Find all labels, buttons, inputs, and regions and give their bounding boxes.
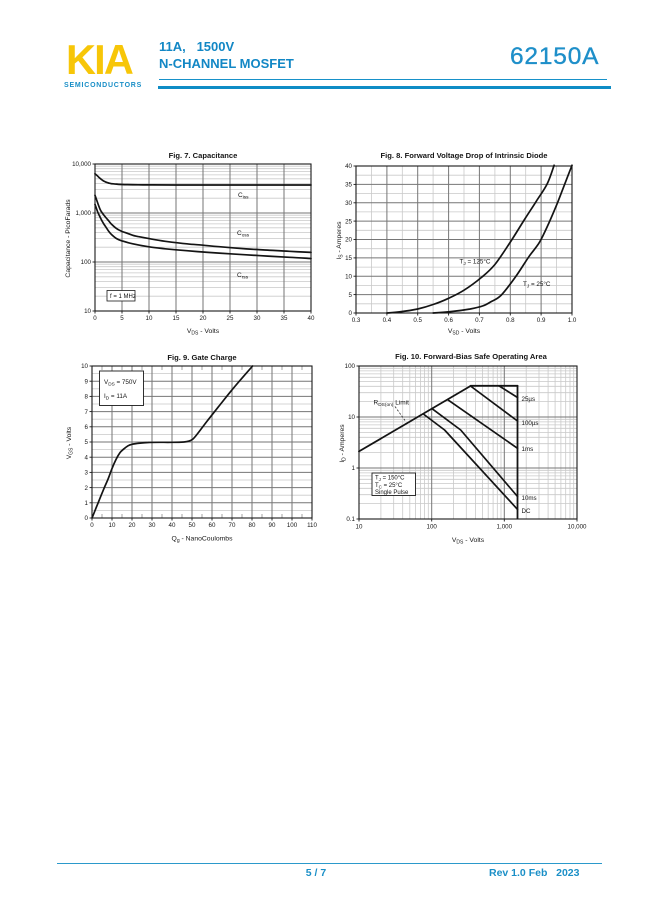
svg-text:Crss: Crss: [237, 272, 249, 280]
svg-text:f = 1 MHz: f = 1 MHz: [110, 294, 136, 300]
svg-text:10,000: 10,000: [568, 524, 587, 531]
svg-text:100µs: 100µs: [522, 420, 539, 427]
svg-text:Fig. 10. Forward-Bias Safe Ope: Fig. 10. Forward-Bias Safe Operating Are…: [395, 352, 547, 361]
svg-text:10: 10: [146, 315, 153, 322]
svg-text:15: 15: [345, 255, 352, 262]
svg-text:100: 100: [81, 259, 92, 266]
svg-text:60: 60: [209, 522, 216, 529]
svg-text:25: 25: [345, 218, 352, 225]
svg-text:6: 6: [85, 424, 89, 431]
svg-text:0: 0: [85, 515, 89, 522]
svg-text:80: 80: [249, 522, 256, 529]
svg-text:IS - Amperes: IS - Amperes: [336, 221, 344, 260]
svg-text:40: 40: [308, 315, 315, 322]
svg-text:10: 10: [345, 273, 352, 280]
svg-text:15: 15: [173, 315, 180, 322]
svg-text:VSD - Volts: VSD - Volts: [448, 328, 481, 336]
svg-text:35: 35: [281, 315, 288, 322]
svg-text:1,000: 1,000: [497, 524, 513, 531]
svg-text:3: 3: [85, 470, 89, 477]
svg-text:TJ = 150°C: TJ = 150°C: [375, 476, 405, 482]
svg-text:Qg - NanoCoulombs: Qg - NanoCoulombs: [172, 536, 234, 544]
svg-text:0.8: 0.8: [506, 317, 515, 324]
svg-text:100: 100: [287, 522, 298, 529]
svg-text:0.3: 0.3: [352, 317, 361, 324]
svg-text:VDS - Volts: VDS - Volts: [187, 328, 220, 336]
svg-text:25µs: 25µs: [522, 396, 536, 403]
svg-text:TC = 25°C: TC = 25°C: [375, 483, 403, 489]
svg-text:0.6: 0.6: [444, 317, 453, 324]
svg-text:0: 0: [93, 315, 97, 322]
svg-text:1,000: 1,000: [76, 210, 92, 217]
svg-text:9: 9: [85, 378, 89, 385]
svg-text:25: 25: [227, 315, 234, 322]
svg-text:10: 10: [84, 308, 91, 315]
svg-text:10ms: 10ms: [522, 495, 537, 502]
svg-text:100: 100: [427, 524, 438, 531]
svg-text:5: 5: [85, 439, 89, 446]
svg-text:1: 1: [85, 500, 89, 507]
svg-text:5: 5: [349, 292, 353, 299]
svg-text:2: 2: [85, 485, 89, 492]
svg-text:Capacitance - PicoFarads: Capacitance - PicoFarads: [65, 199, 72, 278]
svg-text:1ms: 1ms: [522, 446, 534, 453]
svg-text:ID = 11A: ID = 11A: [104, 393, 128, 400]
svg-text:10: 10: [348, 414, 355, 421]
svg-text:10: 10: [109, 522, 116, 529]
svg-text:RDS(on) Limit: RDS(on) Limit: [374, 400, 410, 408]
svg-text:0: 0: [349, 310, 353, 317]
svg-text:30: 30: [345, 200, 352, 207]
svg-text:Ciss: Ciss: [238, 192, 249, 200]
svg-text:TJ = 25°C: TJ = 25°C: [523, 280, 551, 288]
svg-text:20: 20: [345, 237, 352, 244]
svg-text:5: 5: [120, 315, 124, 322]
svg-text:Single Pulse: Single Pulse: [375, 490, 409, 496]
svg-text:Coss: Coss: [237, 230, 250, 238]
svg-text:10,000: 10,000: [72, 161, 91, 168]
svg-text:DC: DC: [522, 508, 531, 515]
svg-text:4: 4: [85, 454, 89, 461]
svg-text:0: 0: [90, 522, 94, 529]
svg-text:Fig. 8. Forward Voltage Drop o: Fig. 8. Forward Voltage Drop of Intrinsi…: [381, 151, 548, 160]
svg-text:VDS = 750V: VDS = 750V: [104, 379, 137, 386]
svg-text:35: 35: [345, 182, 352, 189]
svg-text:ID - Amperes: ID - Amperes: [339, 424, 347, 463]
svg-text:50: 50: [189, 522, 196, 529]
svg-text:100: 100: [345, 363, 356, 370]
svg-text:10: 10: [356, 524, 363, 531]
svg-text:VGS - Volts: VGS - Volts: [66, 426, 74, 459]
svg-text:0.5: 0.5: [413, 317, 422, 324]
svg-text:0.9: 0.9: [537, 317, 546, 324]
svg-text:7: 7: [85, 409, 89, 416]
svg-text:20: 20: [129, 522, 136, 529]
svg-text:110: 110: [307, 522, 317, 529]
svg-text:10: 10: [81, 363, 88, 370]
svg-text:1: 1: [352, 465, 356, 472]
svg-text:0.1: 0.1: [346, 516, 355, 523]
svg-text:1.0: 1.0: [568, 317, 577, 324]
svg-text:0.4: 0.4: [383, 317, 392, 324]
svg-text:8: 8: [85, 394, 89, 401]
svg-text:90: 90: [269, 522, 276, 529]
svg-text:70: 70: [229, 522, 236, 529]
svg-text:30: 30: [149, 522, 156, 529]
svg-text:VDS - Volts: VDS - Volts: [452, 537, 485, 545]
svg-text:Fig. 9. Gate Charge: Fig. 9. Gate Charge: [167, 353, 236, 362]
svg-text:20: 20: [200, 315, 207, 322]
svg-text:0.7: 0.7: [475, 317, 484, 324]
svg-text:40: 40: [345, 163, 352, 170]
svg-text:40: 40: [169, 522, 176, 529]
svg-text:TJ = 125°C: TJ = 125°C: [460, 258, 491, 266]
svg-text:Fig. 7. Capacitance: Fig. 7. Capacitance: [169, 151, 238, 160]
svg-text:30: 30: [254, 315, 261, 322]
